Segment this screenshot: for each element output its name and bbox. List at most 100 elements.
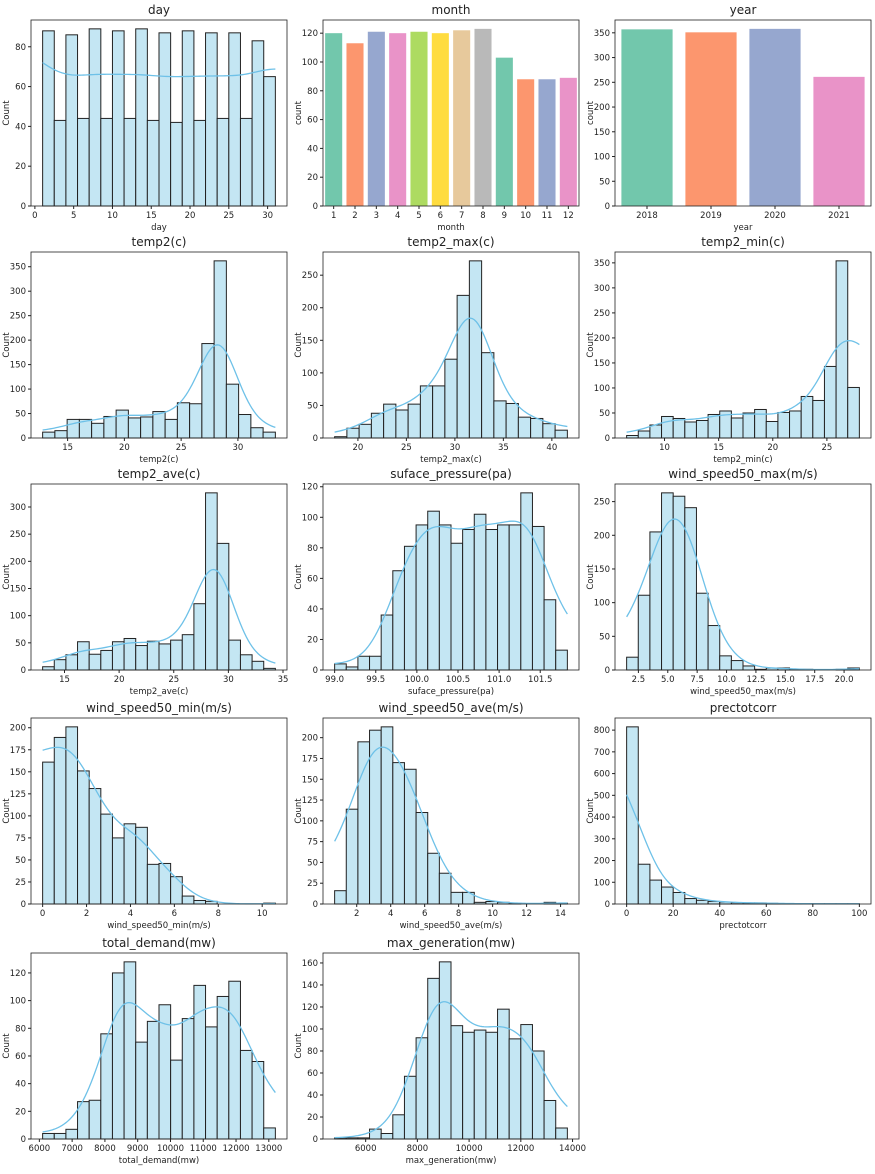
y-tick-label: 100 (302, 513, 318, 523)
y-tick-label: 250 (594, 309, 610, 319)
y-tick-label: 0 (21, 202, 26, 212)
count-bar (496, 58, 513, 206)
histogram-bar (813, 400, 825, 438)
x-tick-label: 0 (40, 909, 45, 919)
y-tick-label: 40 (307, 1091, 318, 1101)
histogram-bar (486, 1032, 498, 1139)
subplot-title: temp2_max(c) (407, 235, 494, 249)
x-axis-label: wind_speed50_max(m/s) (690, 687, 796, 697)
histogram-bar (445, 359, 457, 438)
count-bar (368, 32, 385, 206)
x-tick-label: 100 (851, 909, 867, 919)
histogram-bar (141, 417, 153, 438)
subplot-title: suface_pressure(pa) (390, 467, 512, 481)
y-axis-label: Count (2, 798, 12, 824)
histogram-bar (544, 1100, 556, 1139)
x-tick-label: 1 (331, 211, 336, 221)
histogram-bar (359, 424, 371, 438)
y-tick-label: 20 (15, 1107, 26, 1117)
histogram-bar (89, 1100, 101, 1139)
y-tick-label: 700 (594, 748, 610, 758)
histogram-bar (182, 31, 194, 206)
histogram-bar (101, 118, 113, 206)
x-tick-label: 60 (761, 909, 772, 919)
histogram-bar (66, 655, 78, 670)
histogram-bar (824, 366, 836, 438)
y-axis-label: Count (586, 798, 596, 824)
count-bar (346, 43, 363, 206)
histogram-bar (171, 877, 183, 904)
histogram-bar (428, 978, 440, 1139)
histogram-bar (521, 1025, 533, 1139)
count-bar (453, 30, 470, 206)
histogram-bar (264, 77, 276, 206)
y-tick-label: 60 (15, 1052, 26, 1062)
x-tick-label: 100.5 (446, 675, 470, 685)
y-axis-label: count (586, 100, 596, 125)
y-axis-label: Count (294, 1033, 304, 1059)
x-tick-label: 10 (107, 211, 118, 221)
x-tick-label: 25 (168, 675, 179, 685)
histogram-bar (116, 410, 128, 438)
x-tick-label: 3 (374, 211, 379, 221)
histogram-bar (556, 650, 568, 670)
histogram-bar (650, 532, 662, 670)
histogram-bar (54, 120, 66, 206)
x-tick-label: 30 (262, 211, 273, 221)
x-tick-label: 40 (714, 909, 725, 919)
histogram-bar (836, 261, 848, 438)
y-tick-label: 150 (302, 336, 318, 346)
histogram-bar (55, 431, 67, 438)
x-tick-label: 0 (32, 211, 37, 221)
histogram-bar (396, 410, 408, 438)
x-tick-label: 2018 (636, 211, 658, 221)
x-tick-label: 20 (668, 909, 679, 919)
x-tick-label: 17.5 (805, 675, 824, 685)
histogram-bar (202, 344, 214, 438)
x-tick-label: 30 (232, 443, 243, 453)
x-tick-label: 12000 (507, 1144, 534, 1154)
histogram-bar (696, 420, 708, 438)
x-tick-label: 10000 (157, 1144, 184, 1154)
y-axis-label: Count (2, 332, 12, 358)
histogram-bar (159, 33, 171, 206)
y-tick-label: 300 (594, 835, 610, 845)
x-tick-label: 20.0 (835, 675, 854, 685)
y-tick-label: 350 (594, 29, 610, 39)
histogram-bar (346, 809, 358, 904)
x-tick-label: 30 (223, 675, 234, 685)
y-tick-label: 200 (594, 334, 610, 344)
y-tick-label: 100 (594, 599, 610, 609)
y-tick-label: 60 (307, 116, 318, 126)
x-tick-label: 6 (172, 909, 177, 919)
subplot-title: wind_speed50_ave(m/s) (378, 701, 523, 715)
x-tick-label: 80 (807, 909, 818, 919)
subplot-title: temp2(c) (132, 235, 187, 249)
histogram-bar (381, 1133, 393, 1139)
y-tick-label: 100 (594, 153, 610, 163)
histogram-bar (217, 118, 229, 206)
histogram-bar (708, 414, 720, 438)
y-tick-label: 80 (15, 43, 26, 53)
y-tick-label: 80 (307, 1047, 318, 1057)
x-tick-label: 12 (521, 909, 532, 919)
x-tick-label: 15 (62, 443, 73, 453)
y-tick-label: 140 (302, 981, 318, 991)
x-tick-label: 30 (449, 443, 460, 453)
y-tick-label: 300 (594, 284, 610, 294)
x-axis-label: day (151, 223, 167, 233)
y-tick-label: 50 (15, 639, 26, 649)
y-tick-label: 200 (594, 857, 610, 867)
x-tick-label: 101.5 (528, 675, 552, 685)
y-tick-label: 0 (605, 900, 610, 910)
histogram-bar (182, 896, 194, 904)
histogram-bar (463, 530, 475, 670)
x-tick-label: 25 (176, 443, 187, 453)
